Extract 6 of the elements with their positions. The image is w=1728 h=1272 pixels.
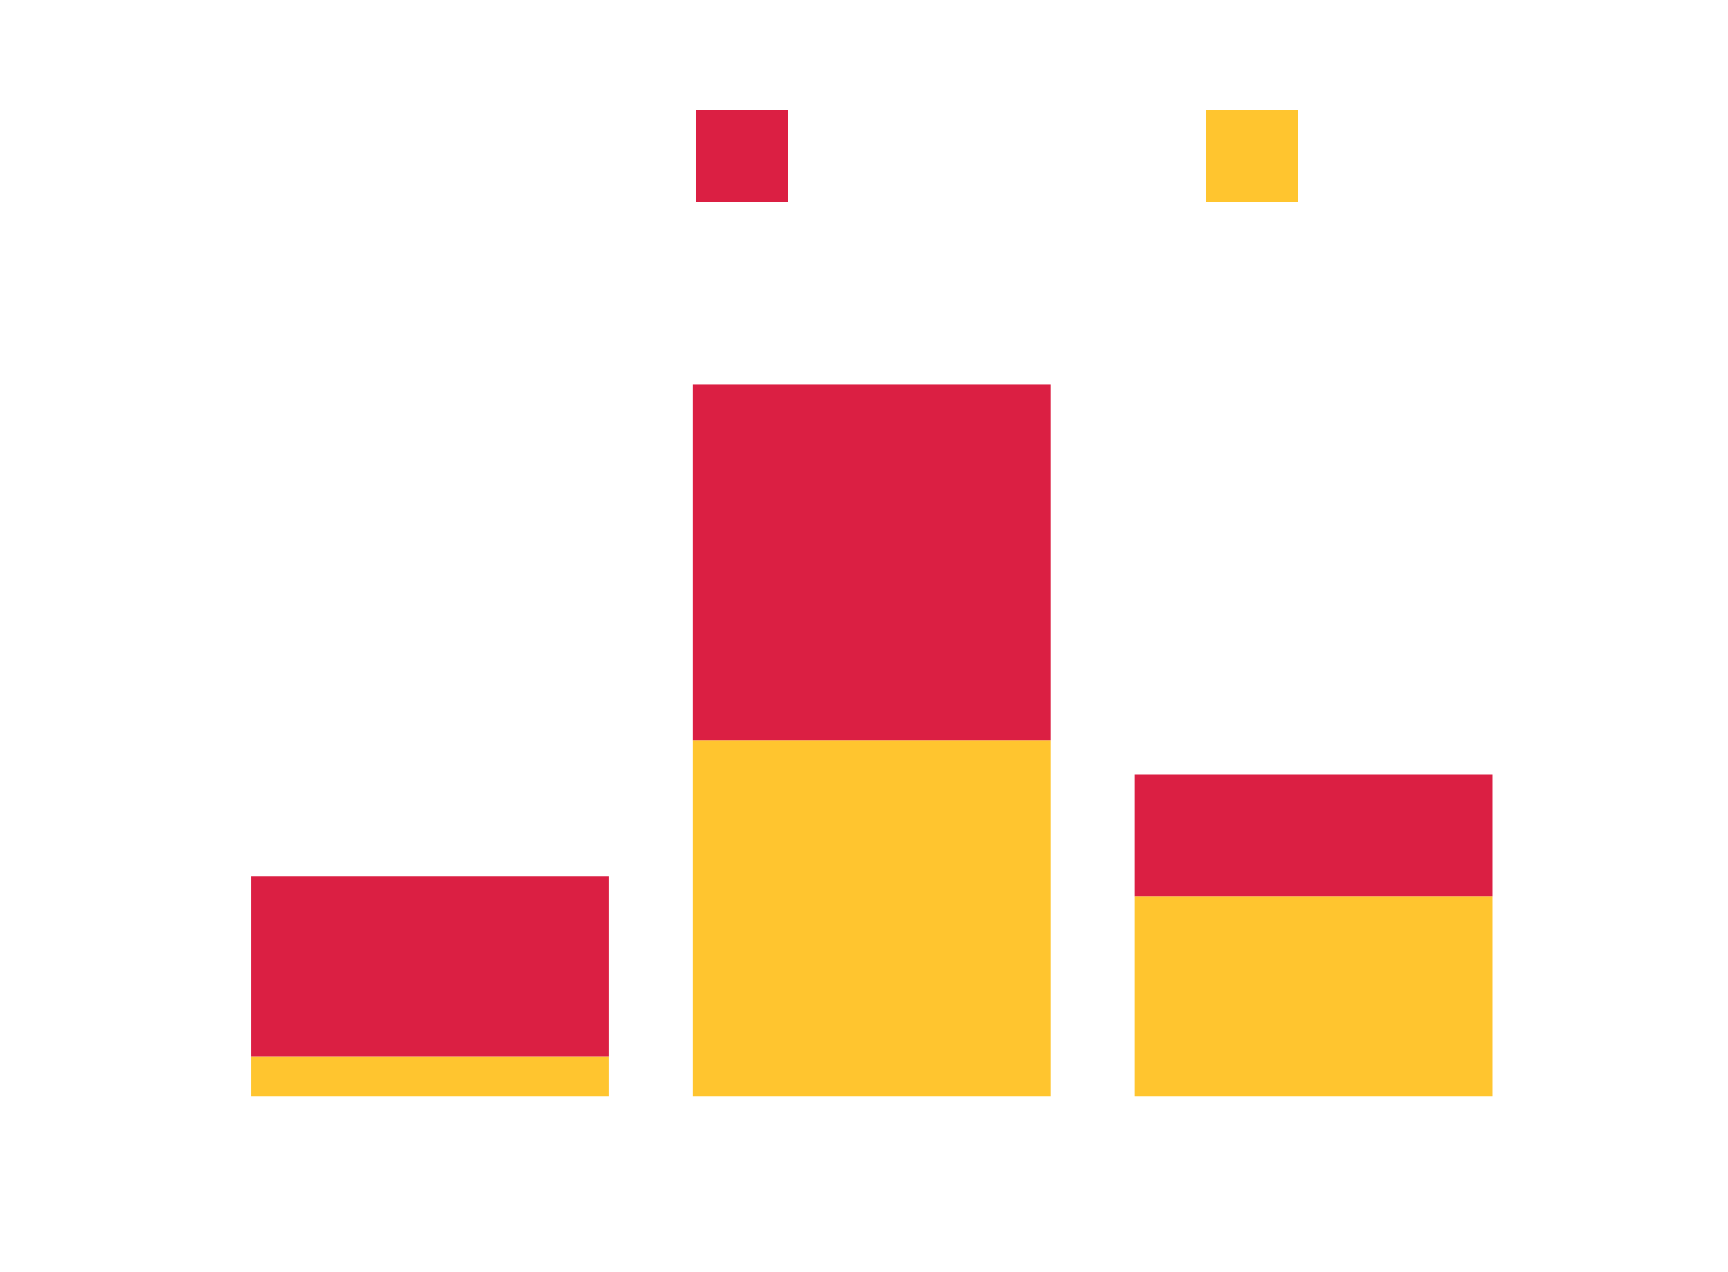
bar — [251, 876, 609, 1057]
bar — [251, 1056, 609, 1097]
bar — [692, 384, 1051, 741]
bar — [692, 740, 1051, 1097]
bar — [1134, 896, 1493, 1097]
bar — [1134, 774, 1493, 897]
